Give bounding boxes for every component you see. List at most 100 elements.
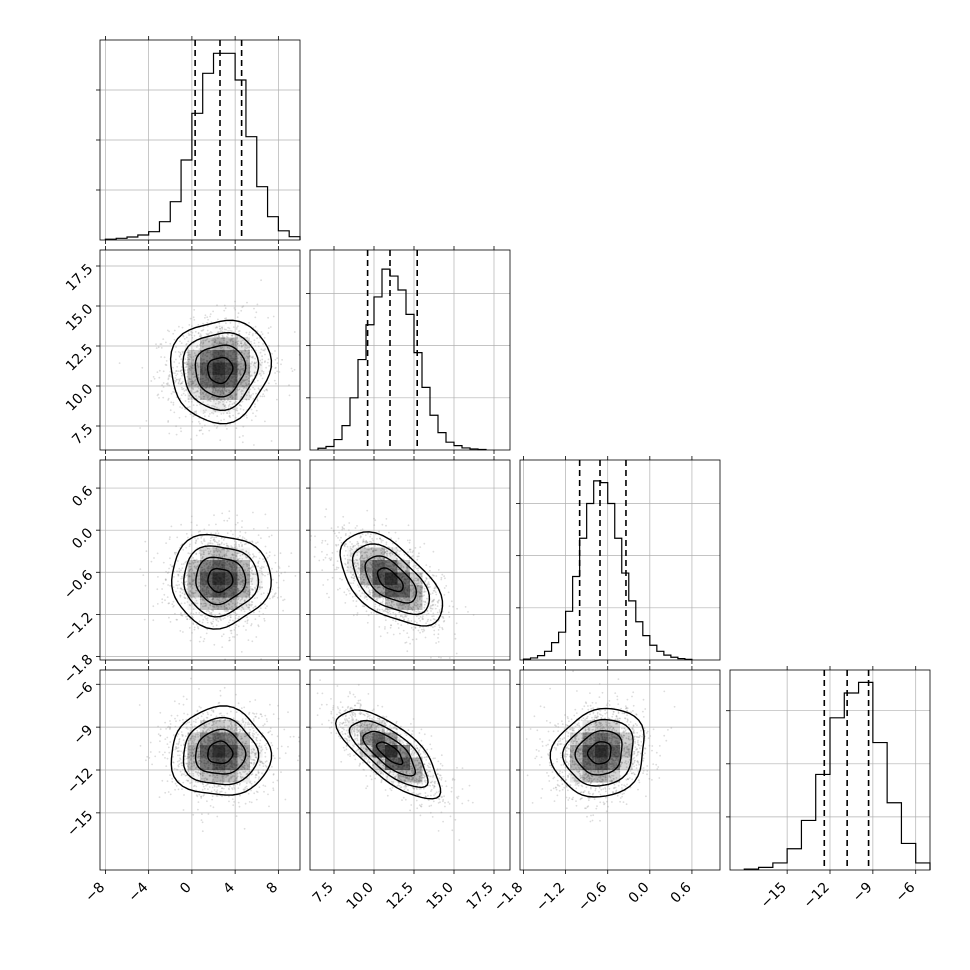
sample-point xyxy=(354,544,356,547)
sample-point xyxy=(408,561,411,564)
sample-point xyxy=(410,620,413,622)
sample-point xyxy=(193,391,196,394)
sample-point xyxy=(230,632,233,635)
sample-point xyxy=(369,570,371,573)
sample-point xyxy=(201,621,204,624)
sample-point xyxy=(239,373,242,375)
sample-point xyxy=(180,569,182,571)
sample-point xyxy=(442,617,445,620)
sample-point xyxy=(247,356,249,358)
sample-point xyxy=(228,412,231,415)
sample-point xyxy=(199,392,201,394)
sample-point xyxy=(253,362,256,365)
sample-point xyxy=(202,599,205,602)
sample-point xyxy=(170,525,173,528)
sample-point xyxy=(199,422,201,425)
sample-point xyxy=(245,343,247,346)
sample-point xyxy=(254,605,256,608)
sample-point xyxy=(426,610,429,612)
sample-point xyxy=(204,415,206,418)
sample-point xyxy=(370,580,373,582)
sample-point xyxy=(246,620,249,622)
sample-point xyxy=(223,388,226,390)
sample-point xyxy=(432,618,435,620)
sample-point xyxy=(405,570,408,573)
sample-point xyxy=(238,571,241,574)
sample-point xyxy=(158,369,161,372)
sample-point xyxy=(255,409,258,412)
sample-point xyxy=(387,546,390,549)
sample-point xyxy=(209,397,212,400)
sample-point xyxy=(364,573,367,576)
sample-point xyxy=(368,577,371,579)
sample-point xyxy=(236,521,239,524)
sample-point xyxy=(413,594,416,597)
sample-point xyxy=(180,366,183,368)
sample-point xyxy=(240,356,243,359)
sample-point xyxy=(389,553,391,555)
sample-point xyxy=(362,581,365,584)
sample-point xyxy=(253,555,256,558)
sample-point xyxy=(218,340,221,343)
sample-point xyxy=(229,396,232,398)
sample-point xyxy=(202,605,204,608)
sample-point xyxy=(185,343,188,345)
sample-point xyxy=(423,606,426,609)
sample-point xyxy=(431,615,434,618)
sample-point xyxy=(263,390,266,392)
sample-point xyxy=(188,594,191,597)
sample-point xyxy=(214,341,216,344)
sample-point xyxy=(403,618,405,621)
sample-point xyxy=(215,541,218,544)
density-cell xyxy=(200,585,213,598)
sample-point xyxy=(417,585,419,587)
sample-point xyxy=(195,553,198,556)
sample-point xyxy=(227,333,230,336)
sample-point xyxy=(406,603,408,606)
sample-point xyxy=(405,565,408,568)
sample-point xyxy=(239,371,242,374)
sample-point xyxy=(196,575,199,577)
sample-point xyxy=(167,571,170,574)
sample-point xyxy=(177,573,180,576)
sample-point xyxy=(210,339,213,342)
sample-point xyxy=(192,388,195,391)
sample-point xyxy=(409,539,411,542)
sample-point xyxy=(200,603,203,605)
sample-point xyxy=(264,545,267,548)
sample-point xyxy=(255,542,257,544)
sample-point xyxy=(165,578,167,581)
sample-point xyxy=(168,538,171,541)
sample-point xyxy=(366,571,369,574)
sample-point xyxy=(249,388,252,391)
sample-point xyxy=(433,618,436,621)
sample-point xyxy=(188,405,191,408)
sample-point xyxy=(191,364,194,367)
sample-point xyxy=(213,538,216,541)
sample-point xyxy=(398,611,401,614)
sample-point xyxy=(426,609,428,612)
sample-point xyxy=(236,336,238,338)
sample-point xyxy=(183,593,186,595)
sample-point xyxy=(188,569,191,572)
sample-point xyxy=(394,531,397,534)
sample-point xyxy=(421,572,424,575)
sample-point xyxy=(260,374,262,377)
sample-point xyxy=(241,580,244,583)
sample-point xyxy=(167,584,170,586)
sample-point xyxy=(374,585,377,588)
sample-point xyxy=(406,650,409,653)
sample-point xyxy=(244,599,246,602)
sample-point xyxy=(221,512,224,515)
sample-point xyxy=(218,397,221,400)
sample-point xyxy=(282,609,284,612)
sample-point xyxy=(432,603,434,606)
sample-point xyxy=(198,378,201,381)
sample-point xyxy=(223,603,226,606)
panel-contents xyxy=(100,250,300,450)
sample-point xyxy=(206,621,209,624)
sample-point xyxy=(259,587,262,589)
sample-point xyxy=(221,635,223,638)
sample-point xyxy=(412,592,415,594)
sample-point xyxy=(193,579,195,582)
